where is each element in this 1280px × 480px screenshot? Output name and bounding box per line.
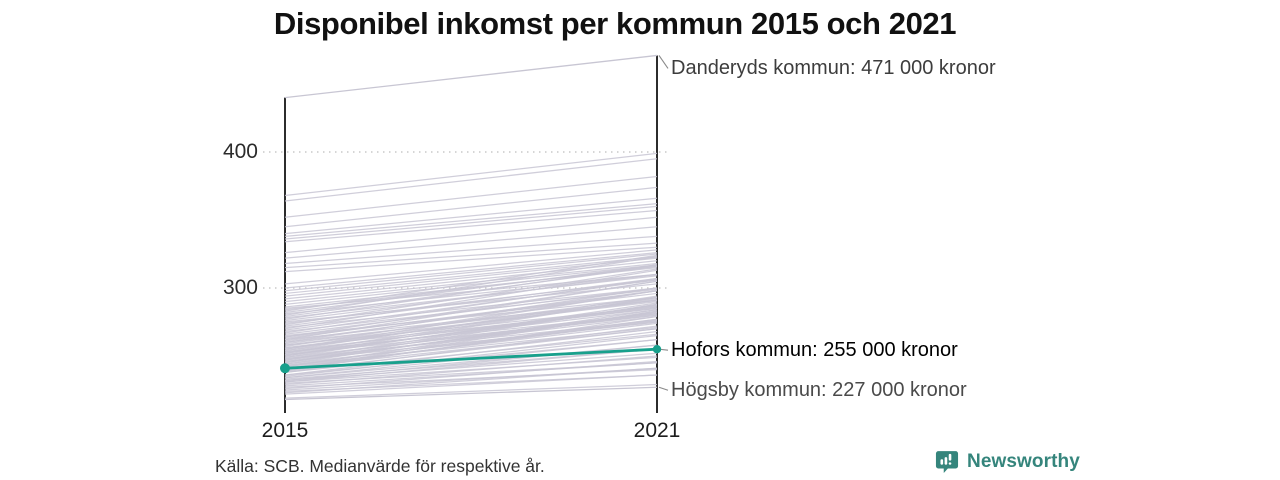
chart-title: Disponibel inkomst per kommun 2015 och 2… xyxy=(273,6,957,41)
municipality-line xyxy=(284,374,658,392)
municipality-line xyxy=(284,253,658,292)
municipality-line xyxy=(284,197,658,235)
municipality-line xyxy=(284,326,658,367)
municipality-line xyxy=(284,264,658,305)
municipality-line xyxy=(284,209,658,243)
municipality-line xyxy=(284,266,658,308)
municipality-line xyxy=(284,273,658,310)
municipality-line xyxy=(284,175,658,218)
municipality-line xyxy=(284,344,658,379)
municipality-line xyxy=(284,320,658,360)
highlight-line-Hofors kommun xyxy=(284,347,658,370)
municipality-line xyxy=(284,290,658,348)
municipality-line xyxy=(284,246,658,273)
municipality-line xyxy=(284,328,658,369)
municipality-line xyxy=(284,262,658,303)
annotation-leader xyxy=(658,55,669,69)
annotation-hogsby: Högsby kommun: 227 000 kronor xyxy=(671,379,967,402)
municipality-line xyxy=(284,203,658,237)
annotation-hofors: Hofors kommun: 255 000 kronor xyxy=(671,339,958,362)
municipality-line xyxy=(284,152,658,197)
municipality-line xyxy=(284,283,658,323)
annotation-leader xyxy=(658,386,669,391)
municipality-line xyxy=(284,186,658,228)
municipality-line xyxy=(284,299,658,349)
municipality-line xyxy=(284,273,658,322)
municipality-line xyxy=(284,287,658,335)
municipality-line xyxy=(284,216,658,254)
source-note: Källa: SCB. Medianvärde för respektive å… xyxy=(215,456,545,476)
municipality-line xyxy=(284,352,658,382)
municipality-line xyxy=(284,264,658,314)
municipality-line xyxy=(284,277,658,327)
municipality-line xyxy=(284,299,658,341)
municipality-line xyxy=(284,249,658,285)
newsworthy-wordmark: Newsworthy xyxy=(967,451,1080,472)
municipality-line xyxy=(284,321,658,363)
bar-chart-speech-bubble-icon xyxy=(935,451,959,474)
municipality-line xyxy=(284,257,658,297)
municipality-line xyxy=(284,296,658,345)
municipality-line xyxy=(284,290,658,339)
municipality-line xyxy=(284,252,658,289)
municipality-line xyxy=(284,158,658,202)
municipality-line xyxy=(284,368,658,388)
municipality-line-Danderyds kommun xyxy=(284,54,658,99)
municipality-line xyxy=(284,367,658,391)
municipality-line xyxy=(284,260,658,300)
municipality-line xyxy=(284,356,658,383)
municipality-line-Högsby kommun xyxy=(284,386,658,401)
municipality-line xyxy=(284,306,658,346)
x-axis-label-2015: 2015 xyxy=(261,419,309,442)
x-axis-label-2021: 2021 xyxy=(633,419,681,442)
municipality-line xyxy=(284,242,658,269)
municipality-line xyxy=(284,348,658,380)
municipality-line xyxy=(284,279,658,331)
municipality-line xyxy=(284,256,658,316)
municipality-line xyxy=(284,362,658,384)
municipality-line xyxy=(284,226,658,259)
municipality-line xyxy=(284,314,658,356)
municipality-line xyxy=(284,275,658,319)
municipality-line xyxy=(284,287,658,329)
municipality-line xyxy=(284,300,658,346)
municipality-line xyxy=(284,205,658,240)
municipality-line xyxy=(284,313,658,353)
annotation-danderyd: Danderyds kommun: 471 000 kronor xyxy=(671,57,996,80)
newsworthy-logo[interactable]: Newsworthy xyxy=(934,449,1080,475)
y-axis-tick-300: 300 xyxy=(222,276,258,299)
y-axis-tick-400: 400 xyxy=(222,140,258,163)
municipality-line xyxy=(284,296,658,337)
municipality-line xyxy=(284,273,658,315)
municipality-line xyxy=(284,256,658,295)
municipality-line xyxy=(284,307,658,349)
municipality-line xyxy=(284,235,658,265)
municipality-line xyxy=(284,288,658,333)
municipality-line xyxy=(284,383,658,399)
